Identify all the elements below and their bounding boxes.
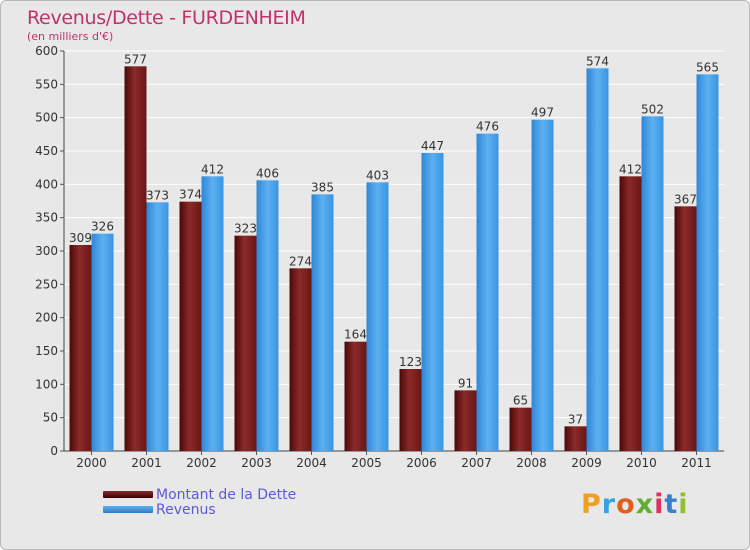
chart-subtitle: (en milliers d'€) [27, 30, 114, 43]
y-tick-label: 400 [35, 177, 58, 191]
data-label-debt: 164 [344, 328, 367, 342]
y-tick-label: 250 [35, 277, 58, 291]
bar-revenue [311, 194, 334, 452]
legend-item-revenue: Revenus [103, 501, 296, 518]
legend-label-debt: Montant de la Dette [156, 486, 297, 503]
x-tick-label: 2008 [516, 456, 547, 470]
bar-revenue [421, 153, 444, 451]
proxiti-logo: Proxiti [581, 489, 689, 520]
bar-debt [289, 268, 312, 451]
data-label-debt: 412 [619, 162, 642, 176]
bar-debt [124, 66, 147, 451]
logo-letter: P [581, 489, 602, 520]
logo-letter: o [616, 489, 636, 520]
bar-revenue [531, 119, 554, 452]
y-tick-label: 150 [35, 344, 58, 358]
bar-debt [234, 235, 257, 451]
x-tick-label: 2010 [626, 456, 657, 470]
data-label-debt: 309 [69, 231, 92, 245]
y-tick-label: 50 [43, 411, 58, 425]
y-tick-label: 550 [35, 77, 58, 91]
data-label-revenue: 565 [696, 60, 719, 74]
x-tick-label: 2001 [131, 456, 162, 470]
y-tick-label: 0 [50, 444, 58, 458]
x-tick-label: 2004 [296, 456, 327, 470]
legend-swatch-debt [103, 491, 153, 498]
data-label-revenue: 497 [531, 106, 554, 120]
data-label-debt: 91 [458, 376, 473, 390]
y-tick-label: 350 [35, 211, 58, 225]
x-tick-label: 2002 [186, 456, 217, 470]
bar-revenue [586, 68, 609, 451]
chart-title: Revenus/Dette - FURDENHEIM [27, 7, 306, 29]
legend-item-debt: Montant de la Dette [103, 486, 297, 503]
data-label-debt: 274 [289, 254, 312, 268]
bar-debt [674, 206, 697, 451]
data-label-debt: 577 [124, 52, 147, 66]
x-tick-label: 2007 [461, 456, 492, 470]
data-label-revenue: 373 [146, 188, 169, 202]
data-label-debt: 123 [399, 355, 422, 369]
bar-revenue [641, 116, 664, 451]
x-tick-label: 2005 [351, 456, 382, 470]
data-label-revenue: 476 [476, 120, 499, 134]
y-tick-label: 200 [35, 311, 58, 325]
data-label-revenue: 447 [421, 139, 444, 153]
data-label-revenue: 403 [366, 168, 389, 182]
x-tick-label: 2003 [241, 456, 272, 470]
bar-debt [454, 390, 477, 451]
bar-debt [509, 407, 532, 451]
bar-revenue [696, 74, 719, 451]
bar-debt [344, 341, 367, 451]
logo-letter: i [654, 489, 665, 520]
logo-letter: r [601, 489, 617, 520]
bar-revenue [201, 176, 224, 452]
y-tick-label: 500 [35, 111, 58, 125]
bar-revenue [146, 202, 169, 451]
bar-debt [179, 201, 202, 451]
x-tick-label: 2009 [571, 456, 602, 470]
legend: Montant de la Dette Revenus [103, 486, 297, 518]
data-label-debt: 65 [513, 394, 528, 408]
x-tick-label: 2006 [406, 456, 437, 470]
bar-revenue [366, 182, 389, 452]
y-tick-label: 300 [35, 244, 58, 258]
data-label-debt: 367 [674, 192, 697, 206]
data-label-debt: 374 [179, 188, 202, 202]
data-label-debt: 323 [234, 222, 257, 236]
data-label-revenue: 385 [311, 180, 334, 194]
y-tick-label: 450 [35, 144, 58, 158]
data-label-revenue: 412 [201, 162, 224, 176]
x-tick-label: 2011 [681, 456, 712, 470]
logo-letter: t [664, 489, 679, 520]
x-tick-label: 2000 [76, 456, 107, 470]
y-tick-label: 600 [35, 44, 58, 58]
bar-revenue [91, 233, 114, 451]
data-label-revenue: 574 [586, 54, 609, 68]
y-tick-label: 100 [35, 377, 58, 391]
data-label-revenue: 326 [91, 220, 114, 234]
bar-revenue [256, 180, 279, 452]
logo-letter: i [678, 489, 689, 520]
legend-swatch-revenue [103, 506, 153, 513]
legend-label-revenue: Revenus [156, 501, 216, 518]
bar-debt [399, 369, 422, 451]
bar-debt [564, 426, 587, 451]
bar-debt [619, 176, 642, 452]
data-label-revenue: 502 [641, 102, 664, 116]
data-label-revenue: 406 [256, 166, 279, 180]
bar-debt [69, 245, 92, 451]
data-label-debt: 37 [568, 412, 583, 426]
bar-revenue [476, 133, 499, 451]
logo-letter: x [635, 489, 655, 520]
